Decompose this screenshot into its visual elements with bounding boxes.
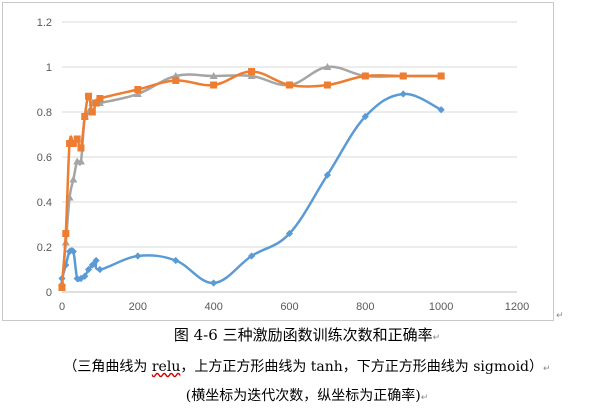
- data-point-triangle: [209, 72, 218, 79]
- data-point-diamond: [323, 171, 332, 179]
- chart-paragraph-mark: ↵: [556, 311, 564, 321]
- y-tick-label: 1: [46, 62, 52, 74]
- paragraph-mark: ↵: [420, 393, 429, 403]
- series-layer: [58, 63, 446, 291]
- y-axis-tick-labels: 0 0.2 0.4 0.6 0.8 1 1.2: [37, 17, 52, 299]
- y-tick-label: 1.2: [37, 17, 52, 29]
- data-point-square: [58, 284, 66, 291]
- accuracy-chart: 0 0.2 0.4 0.6 0.8 1 1.2 0 200 400 600 800 1000 1200: [37, 17, 530, 313]
- y-tick-label: 0.6: [37, 152, 52, 164]
- data-point-diamond: [285, 229, 294, 238]
- y-tick-label: 0.2: [37, 242, 52, 254]
- data-point-square: [134, 86, 142, 93]
- data-point-square: [66, 140, 74, 147]
- series-square: [58, 68, 445, 291]
- data-point-square: [77, 144, 85, 152]
- data-point-square: [62, 230, 70, 237]
- paragraph-mark: ↵: [432, 333, 441, 343]
- data-point-triangle: [247, 72, 256, 79]
- caption-axis-note: (横坐标为迭代次数，纵坐标为正确率)↵: [0, 385, 614, 405]
- data-point-diamond: [247, 252, 256, 260]
- data-point-diamond: [96, 265, 104, 274]
- data-point-square: [81, 113, 89, 120]
- figure-caption: 图 4-6 三种激励函数训练次数和正确率↵: [0, 324, 614, 345]
- data-point-square: [437, 72, 445, 80]
- data-point-square: [399, 72, 407, 80]
- data-point-diamond: [88, 261, 96, 269]
- x-tick-label: 1000: [429, 301, 453, 313]
- data-point-diamond: [172, 256, 180, 265]
- data-point-diamond: [361, 112, 369, 121]
- data-point-square: [210, 81, 218, 89]
- y-tick-label: 0.4: [37, 197, 52, 209]
- figure-title: 图 4-6 三种激励函数训练次数和正确率: [173, 326, 433, 344]
- chart-area: [2, 2, 554, 321]
- caption-note-line: （三角曲线为 relu，上方正方形曲线为 tanh，下方正方形曲线为 sigmo…: [0, 356, 614, 376]
- data-point-diamond: [65, 247, 74, 256]
- data-point-diamond: [92, 256, 100, 265]
- data-point-diamond: [69, 247, 77, 256]
- data-point-diamond: [399, 90, 407, 98]
- x-axis-tick-labels: 0 200 400 600 800 1000 1200: [59, 301, 529, 313]
- data-point-square: [73, 135, 81, 143]
- x-tick-label: 600: [280, 301, 298, 313]
- data-point-diamond: [81, 272, 89, 280]
- x-tick-label: 1200: [505, 301, 529, 313]
- data-point-square: [85, 92, 93, 100]
- data-point-square: [248, 68, 256, 75]
- data-point-diamond: [210, 279, 218, 287]
- caption-note-suffix: ，上方正方形曲线为 tanh，下方正方形曲线为 sigmoid）: [180, 359, 544, 375]
- y-tick-label: 0: [46, 287, 52, 299]
- x-tick-label: 200: [129, 301, 147, 313]
- paragraph-mark: ↵: [543, 364, 551, 374]
- data-point-triangle: [76, 157, 85, 165]
- data-point-square: [361, 72, 369, 80]
- x-tick-label: 800: [356, 301, 374, 313]
- caption-axis-text: (横坐标为迭代次数，纵坐标为正确率): [185, 388, 421, 404]
- caption-note-relu: relu: [151, 359, 181, 375]
- x-tick-label: 0: [59, 301, 65, 313]
- data-point-diamond: [134, 252, 142, 260]
- data-point-diamond: [73, 274, 81, 283]
- data-point-square: [286, 81, 293, 89]
- data-point-square: [323, 81, 331, 89]
- data-point-square: [69, 140, 77, 147]
- y-tick-label: 0.8: [37, 107, 52, 119]
- data-point-square: [172, 77, 180, 84]
- data-point-triangle: [133, 90, 142, 97]
- x-tick-label: 400: [204, 301, 222, 313]
- data-point-square: [92, 99, 100, 107]
- data-point-square: [96, 95, 104, 102]
- data-point-diamond: [437, 106, 445, 114]
- data-point-triangle: [69, 175, 78, 183]
- caption-note-prefix: （三角曲线为: [63, 359, 152, 375]
- data-point-diamond: [84, 265, 93, 274]
- gridlines: [62, 21, 517, 293]
- series-diamond: [58, 90, 445, 287]
- data-point-triangle: [323, 63, 332, 70]
- data-point-square: [88, 108, 96, 116]
